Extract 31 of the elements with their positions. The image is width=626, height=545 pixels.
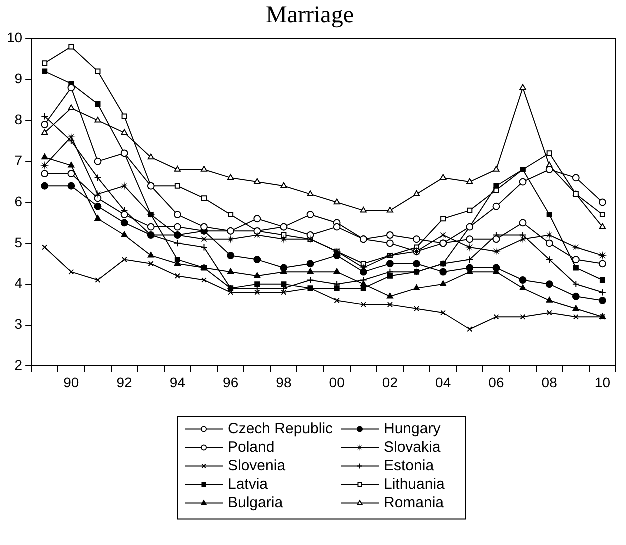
legend-label: Romania xyxy=(384,494,445,512)
x-tick-label: 98 xyxy=(276,374,292,390)
x-tick-label: 90 xyxy=(64,374,80,390)
legend-label: Czech Republic xyxy=(228,420,334,438)
legend-label: Estonia xyxy=(384,457,435,474)
legend-label: Bulgaria xyxy=(228,494,284,512)
y-tick-label: 6 xyxy=(14,193,23,210)
y-tick-label: 2 xyxy=(14,357,23,374)
x-tick-label: 00 xyxy=(329,374,346,390)
y-tick-label: 9 xyxy=(14,70,23,87)
x-tick-label: 96 xyxy=(223,374,239,390)
legend-label: Latvia xyxy=(228,476,269,493)
x-tick-label: 04 xyxy=(436,374,452,390)
legend-label: Hungary xyxy=(384,420,442,438)
y-tick-label: 10 xyxy=(6,30,23,46)
y-tick-label: 7 xyxy=(14,152,23,168)
legend-label: Lithuania xyxy=(384,476,446,493)
x-tick-label: 06 xyxy=(488,374,504,390)
x-tick-label: 92 xyxy=(116,374,133,390)
y-tick-label: 4 xyxy=(14,275,23,292)
x-tick-label: 10 xyxy=(594,374,611,390)
y-tick-label: 5 xyxy=(14,234,23,250)
legend-label: Poland xyxy=(228,438,275,456)
y-tick-label: 8 xyxy=(14,112,23,128)
x-tick-label: 94 xyxy=(170,374,186,390)
x-tick-label: 02 xyxy=(382,374,398,390)
chart-title: Marriage xyxy=(266,2,354,29)
y-tick-label: 3 xyxy=(14,316,23,332)
legend-label: Slovenia xyxy=(228,457,286,474)
legend-label: Slovakia xyxy=(384,438,442,456)
x-tick-label: 08 xyxy=(542,374,558,390)
